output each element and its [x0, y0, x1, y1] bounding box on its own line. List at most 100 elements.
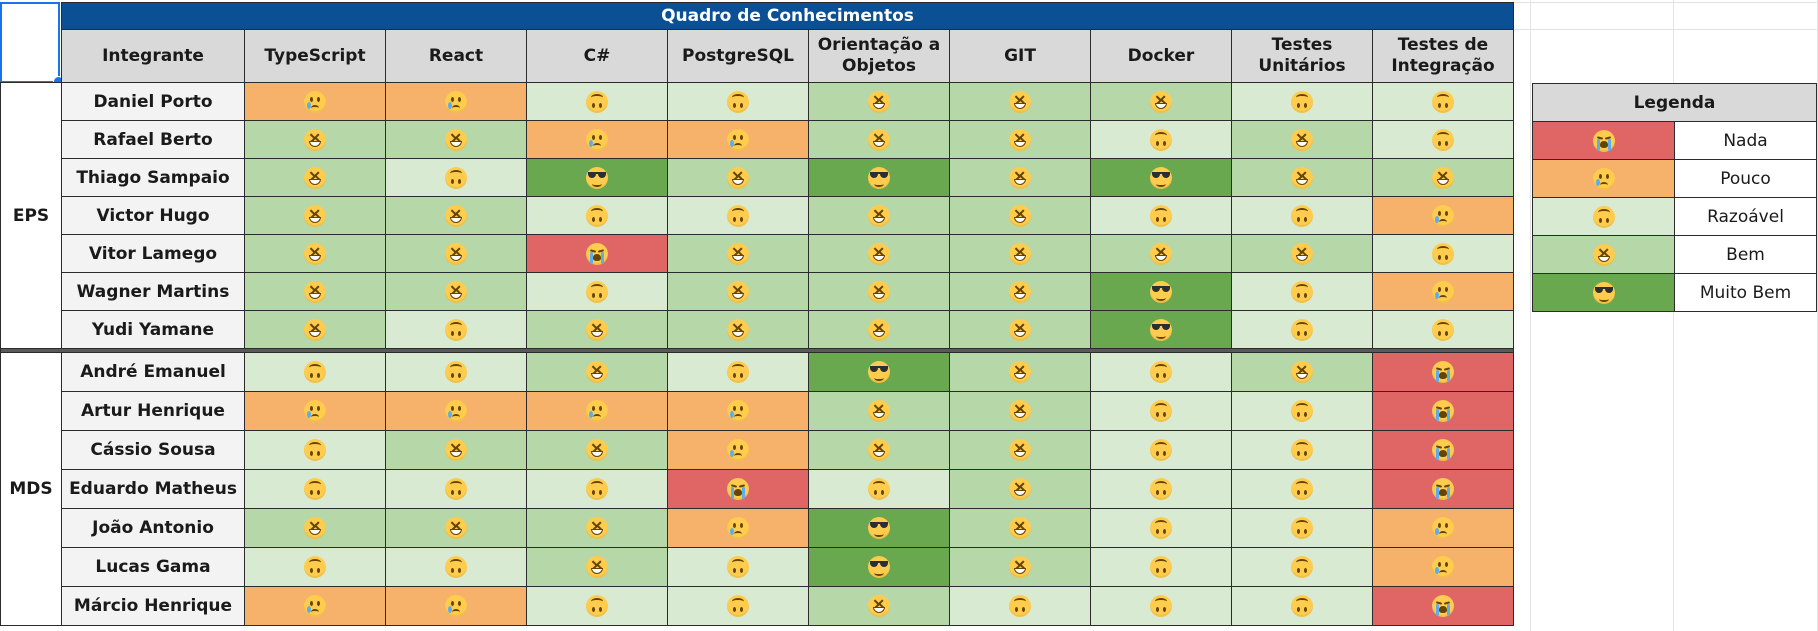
skill-cell-git[interactable] — [949, 352, 1091, 392]
skill-cell-git[interactable] — [949, 586, 1091, 626]
skill-cell-orientacao-a-objetos[interactable] — [808, 82, 950, 121]
skill-cell-postgresql[interactable] — [667, 272, 809, 311]
skill-cell-git[interactable] — [949, 391, 1091, 431]
skill-cell-postgresql[interactable] — [667, 430, 809, 470]
skill-cell-git[interactable] — [949, 310, 1091, 349]
skill-cell-typescript[interactable] — [244, 391, 386, 431]
skill-cell-orientacao-a-objetos[interactable] — [808, 120, 950, 159]
skill-cell-react[interactable] — [385, 82, 527, 121]
skill-cell-testes-de-integracao[interactable] — [1372, 120, 1514, 159]
skill-cell-orientacao-a-objetos[interactable] — [808, 196, 950, 235]
skill-cell-docker[interactable] — [1090, 272, 1232, 311]
skill-cell-docker[interactable] — [1090, 430, 1232, 470]
skill-cell-typescript[interactable] — [244, 120, 386, 159]
skill-cell-c[interactable] — [526, 234, 668, 273]
skill-cell-c[interactable] — [526, 310, 668, 349]
skill-cell-git[interactable] — [949, 158, 1091, 197]
skill-cell-c[interactable] — [526, 508, 668, 548]
skill-cell-typescript[interactable] — [244, 310, 386, 349]
skill-cell-testes-de-integracao[interactable] — [1372, 547, 1514, 587]
skill-cell-typescript[interactable] — [244, 430, 386, 470]
skill-cell-c[interactable] — [526, 120, 668, 159]
corner-cell-2[interactable] — [0, 29, 62, 83]
skill-cell-testes-unitarios[interactable] — [1231, 586, 1373, 626]
skill-cell-testes-de-integracao[interactable] — [1372, 391, 1514, 431]
skill-cell-docker[interactable] — [1090, 508, 1232, 548]
skill-cell-c[interactable] — [526, 352, 668, 392]
skill-cell-git[interactable] — [949, 82, 1091, 121]
skill-cell-testes-de-integracao[interactable] — [1372, 272, 1514, 311]
skill-cell-c[interactable] — [526, 430, 668, 470]
legend-swatch[interactable] — [1532, 121, 1675, 160]
skill-cell-postgresql[interactable] — [667, 391, 809, 431]
skill-cell-react[interactable] — [385, 469, 527, 509]
skill-cell-testes-unitarios[interactable] — [1231, 391, 1373, 431]
skill-cell-typescript[interactable] — [244, 82, 386, 121]
skill-cell-docker[interactable] — [1090, 196, 1232, 235]
member-name-daniel-porto[interactable]: Daniel Porto — [61, 82, 245, 121]
member-name-cassio-sousa[interactable]: Cássio Sousa — [61, 430, 245, 470]
member-name-thiago-sampaio[interactable]: Thiago Sampaio — [61, 158, 245, 197]
skill-cell-testes-unitarios[interactable] — [1231, 82, 1373, 121]
member-name-vitor-lamego[interactable]: Vitor Lamego — [61, 234, 245, 273]
skill-cell-postgresql[interactable] — [667, 120, 809, 159]
skill-cell-testes-unitarios[interactable] — [1231, 469, 1373, 509]
skill-cell-typescript[interactable] — [244, 234, 386, 273]
member-name-lucas-gama[interactable]: Lucas Gama — [61, 547, 245, 587]
skill-cell-testes-de-integracao[interactable] — [1372, 310, 1514, 349]
skill-cell-testes-de-integracao[interactable] — [1372, 82, 1514, 121]
member-name-joao-antonio[interactable]: João Antonio — [61, 508, 245, 548]
skill-cell-typescript[interactable] — [244, 158, 386, 197]
skill-cell-react[interactable] — [385, 391, 527, 431]
skill-cell-orientacao-a-objetos[interactable] — [808, 352, 950, 392]
skill-cell-docker[interactable] — [1090, 352, 1232, 392]
legend-label-nada[interactable]: Nada — [1674, 121, 1817, 160]
skill-cell-c[interactable] — [526, 82, 668, 121]
skill-cell-react[interactable] — [385, 158, 527, 197]
skill-cell-typescript[interactable] — [244, 469, 386, 509]
skill-cell-react[interactable] — [385, 272, 527, 311]
member-name-andre-emanuel[interactable]: André Emanuel — [61, 352, 245, 392]
skill-cell-testes-unitarios[interactable] — [1231, 310, 1373, 349]
skill-cell-testes-unitarios[interactable] — [1231, 547, 1373, 587]
skill-cell-c[interactable] — [526, 196, 668, 235]
skill-cell-orientacao-a-objetos[interactable] — [808, 547, 950, 587]
skill-cell-docker[interactable] — [1090, 310, 1232, 349]
skill-cell-postgresql[interactable] — [667, 82, 809, 121]
skill-cell-postgresql[interactable] — [667, 508, 809, 548]
member-name-marcio-henrique[interactable]: Márcio Henrique — [61, 586, 245, 626]
skill-cell-react[interactable] — [385, 547, 527, 587]
skill-cell-testes-unitarios[interactable] — [1231, 352, 1373, 392]
skill-cell-git[interactable] — [949, 196, 1091, 235]
member-name-wagner-martins[interactable]: Wagner Martins — [61, 272, 245, 311]
skill-cell-git[interactable] — [949, 547, 1091, 587]
legend-label-pouco[interactable]: Pouco — [1674, 159, 1817, 198]
skill-cell-postgresql[interactable] — [667, 234, 809, 273]
legend-swatch[interactable] — [1532, 197, 1675, 236]
skill-cell-c[interactable] — [526, 586, 668, 626]
skill-cell-react[interactable] — [385, 234, 527, 273]
skill-cell-testes-de-integracao[interactable] — [1372, 196, 1514, 235]
skill-cell-orientacao-a-objetos[interactable] — [808, 272, 950, 311]
skill-cell-docker[interactable] — [1090, 234, 1232, 273]
skill-cell-typescript[interactable] — [244, 547, 386, 587]
skill-cell-react[interactable] — [385, 508, 527, 548]
skill-cell-orientacao-a-objetos[interactable] — [808, 586, 950, 626]
skill-cell-testes-de-integracao[interactable] — [1372, 586, 1514, 626]
member-name-artur-henrique[interactable]: Artur Henrique — [61, 391, 245, 431]
skill-cell-testes-unitarios[interactable] — [1231, 158, 1373, 197]
skill-cell-docker[interactable] — [1090, 120, 1232, 159]
skill-cell-docker[interactable] — [1090, 547, 1232, 587]
skill-cell-postgresql[interactable] — [667, 547, 809, 587]
skill-cell-git[interactable] — [949, 508, 1091, 548]
skill-cell-react[interactable] — [385, 196, 527, 235]
member-name-rafael-berto[interactable]: Rafael Berto — [61, 120, 245, 159]
skill-cell-git[interactable] — [949, 120, 1091, 159]
skill-cell-typescript[interactable] — [244, 272, 386, 311]
skill-cell-testes-unitarios[interactable] — [1231, 234, 1373, 273]
skill-cell-typescript[interactable] — [244, 586, 386, 626]
legend-swatch[interactable] — [1532, 159, 1675, 198]
skill-cell-testes-de-integracao[interactable] — [1372, 352, 1514, 392]
skill-cell-postgresql[interactable] — [667, 310, 809, 349]
group-label-mds[interactable]: MDS — [0, 352, 62, 626]
